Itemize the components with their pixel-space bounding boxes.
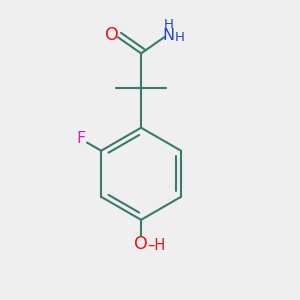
Text: N: N <box>163 28 175 43</box>
Text: H: H <box>164 18 174 31</box>
Text: F: F <box>77 131 86 146</box>
Text: H: H <box>175 31 185 44</box>
Text: –H: –H <box>147 238 166 253</box>
Text: O: O <box>104 26 118 44</box>
Text: O: O <box>134 235 148 253</box>
